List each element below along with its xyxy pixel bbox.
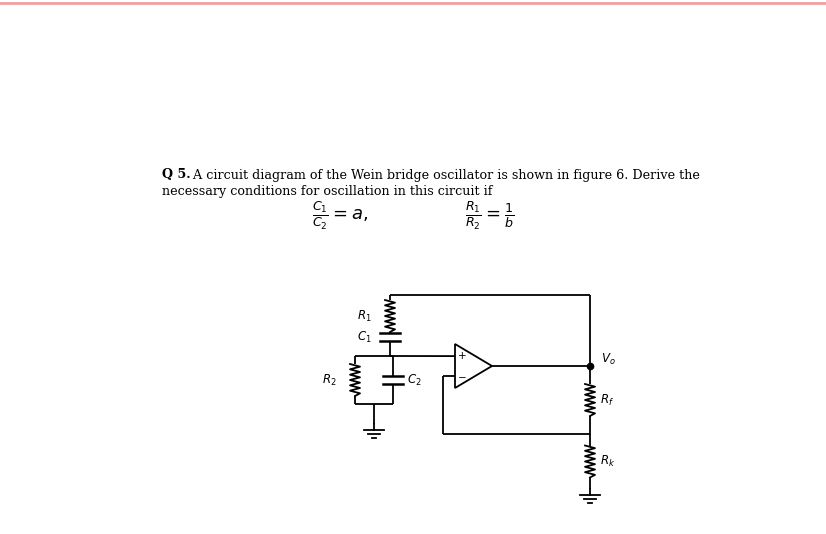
Text: +: + xyxy=(458,351,467,361)
Text: $R_k$: $R_k$ xyxy=(600,454,615,469)
Text: $C_2$: $C_2$ xyxy=(407,372,421,388)
Text: $\frac{C_1}{C_2} = a,$: $\frac{C_1}{C_2} = a,$ xyxy=(312,200,368,232)
Text: $R_2$: $R_2$ xyxy=(322,372,337,388)
Text: $-$: $-$ xyxy=(457,371,467,381)
Text: Q 5.: Q 5. xyxy=(162,169,191,182)
Text: $C_1$: $C_1$ xyxy=(358,329,372,344)
Text: $R_f$: $R_f$ xyxy=(600,392,614,407)
Text: $R_1$: $R_1$ xyxy=(358,309,372,324)
Text: $\frac{R_1}{R_2} = \frac{1}{b}$: $\frac{R_1}{R_2} = \frac{1}{b}$ xyxy=(466,200,515,232)
Text: $V_o$: $V_o$ xyxy=(601,351,615,366)
Text: necessary conditions for oscillation in this circuit if: necessary conditions for oscillation in … xyxy=(162,185,492,198)
Text: A circuit diagram of the Wein bridge oscillator is shown in figure 6. Derive the: A circuit diagram of the Wein bridge osc… xyxy=(189,169,700,182)
